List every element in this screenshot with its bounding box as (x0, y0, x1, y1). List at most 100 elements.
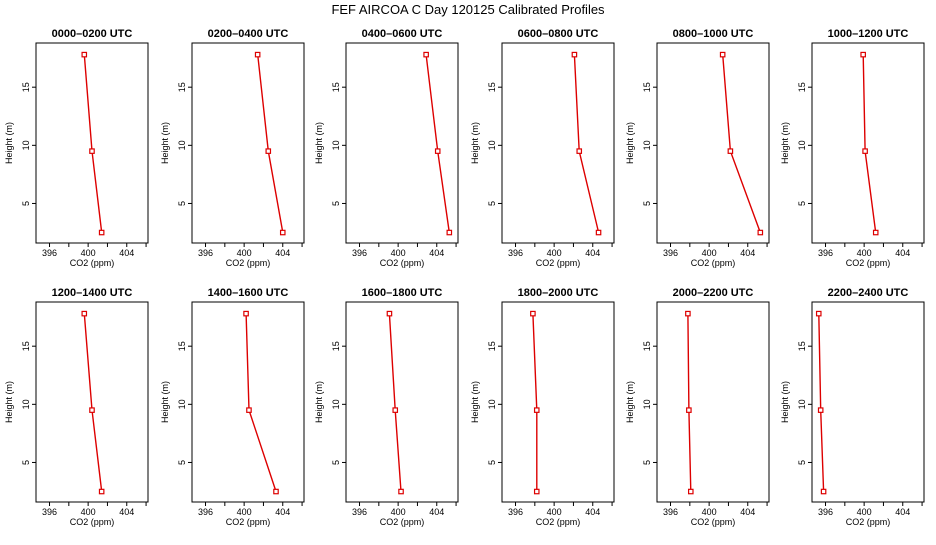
y-tick-label: 5 (21, 201, 31, 206)
x-tick-label: 396 (198, 507, 213, 517)
y-tick-label: 10 (487, 140, 497, 150)
x-tick-label: 400 (857, 507, 872, 517)
x-tick-label: 396 (352, 507, 367, 517)
data-point (576, 148, 583, 154)
x-tick-label: 396 (508, 507, 523, 517)
data-point (533, 488, 540, 495)
y-tick-label: 10 (21, 399, 31, 409)
y-tick-label: 5 (642, 460, 652, 465)
data-point (817, 407, 824, 413)
x-tick-label: 404 (275, 248, 290, 258)
x-axis-label: CO2 (ppm) (691, 258, 736, 268)
x-tick-label: 400 (391, 507, 406, 517)
data-point (820, 488, 827, 495)
panel-title: 2200–2400 UTC (828, 287, 909, 299)
panel-title: 0200–0400 UTC (208, 28, 289, 40)
panel-title: 2000–2200 UTC (673, 287, 754, 299)
panel-title: 0800–1000 UTC (673, 28, 754, 40)
y-tick-label: 5 (797, 201, 807, 206)
y-tick-label: 5 (177, 460, 187, 465)
y-axis-label: Height (m) (4, 122, 14, 164)
x-axis-label: CO2 (ppm) (536, 258, 581, 268)
y-tick-label: 15 (331, 341, 341, 351)
panel-title: 1200–1400 UTC (52, 287, 133, 299)
panel-frame (501, 42, 615, 244)
x-tick-label: 396 (352, 248, 367, 258)
data-point (386, 310, 393, 317)
y-tick-label: 10 (331, 140, 341, 150)
y-tick-label: 10 (642, 140, 652, 150)
data-point (686, 407, 692, 413)
data-point (81, 310, 88, 317)
x-tick-label: 404 (119, 248, 134, 258)
x-axis-label: CO2 (ppm) (846, 258, 891, 268)
y-tick-label: 15 (177, 82, 187, 92)
x-tick-label: 404 (119, 507, 134, 517)
data-point (81, 51, 88, 58)
x-tick-label: 400 (81, 248, 96, 258)
y-tick-label: 5 (487, 460, 497, 465)
y-axis-label: Height (m) (160, 381, 170, 423)
profile-panel-3: 0400–0600 UTC 396 400 404 5 10 15 CO2 (ppm) Heig… (314, 28, 459, 268)
data-point (246, 407, 252, 413)
x-tick-label: 400 (237, 507, 252, 517)
panel-title: 1800–2000 UTC (518, 287, 599, 299)
y-tick-label: 15 (642, 341, 652, 351)
x-tick-label: 404 (740, 507, 755, 517)
data-point (265, 148, 272, 154)
panel-frame (345, 42, 459, 244)
figure-title: FEF AIRCOA C Day 120125 Calibrated Profi… (331, 2, 605, 17)
x-tick-label: 396 (663, 507, 678, 517)
profile-line (532, 313, 538, 492)
profile-panel-1: 0000–0200 UTC 396 400 404 5 10 15 CO2 (ppm) Heig… (4, 28, 149, 268)
x-tick-label: 400 (857, 248, 872, 258)
panel-title: 0000–0200 UTC (52, 28, 133, 40)
profile-panel-10: 1800–2000 UTC 396 400 404 5 10 15 CO2 (ppm) Heig… (470, 287, 615, 527)
x-tick-label: 400 (81, 507, 96, 517)
data-point (571, 51, 578, 58)
y-tick-label: 15 (487, 82, 497, 92)
y-tick-label: 10 (177, 399, 187, 409)
data-point (446, 229, 453, 236)
x-tick-label: 400 (391, 248, 406, 258)
y-axis-label: Height (m) (625, 122, 635, 164)
y-axis-label: Height (m) (780, 122, 790, 164)
y-tick-label: 10 (21, 140, 31, 150)
x-axis-label: CO2 (ppm) (380, 258, 425, 268)
panel-frame (191, 42, 305, 244)
y-tick-label: 15 (487, 341, 497, 351)
data-point (243, 310, 249, 317)
x-axis-label: CO2 (ppm) (536, 517, 581, 527)
profile-line (83, 54, 103, 233)
y-tick-label: 5 (21, 460, 31, 465)
x-tick-label: 404 (895, 507, 910, 517)
x-tick-label: 396 (818, 507, 833, 517)
profile-panel-7: 1200–1400 UTC 396 400 404 5 10 15 CO2 (ppm) Heig… (4, 287, 149, 527)
profile-line (818, 313, 825, 492)
panel-frame (656, 301, 770, 503)
panel-frame (35, 301, 149, 503)
data-point (423, 51, 429, 58)
y-axis-label: Height (m) (314, 381, 324, 423)
data-point (89, 407, 95, 413)
y-tick-label: 5 (487, 201, 497, 206)
y-axis-label: Height (m) (4, 381, 14, 423)
panel-frame (501, 301, 615, 503)
data-point (89, 148, 95, 154)
y-tick-label: 10 (331, 399, 341, 409)
data-point (398, 488, 404, 495)
x-axis-label: CO2 (ppm) (846, 517, 891, 527)
panel-frame (811, 42, 925, 244)
x-tick-label: 396 (198, 248, 213, 258)
y-tick-label: 5 (642, 201, 652, 206)
x-tick-label: 396 (818, 248, 833, 258)
panel-title: 0400–0600 UTC (362, 28, 443, 40)
profile-panel-8: 1400–1600 UTC 396 400 404 5 10 15 CO2 (ppm) Heig… (160, 287, 305, 527)
panel-title: 0600–0800 UTC (518, 28, 599, 40)
profile-line (245, 313, 277, 492)
x-tick-label: 396 (42, 507, 57, 517)
y-tick-label: 5 (177, 201, 187, 206)
x-tick-label: 404 (585, 248, 600, 258)
profile-line (722, 54, 761, 233)
